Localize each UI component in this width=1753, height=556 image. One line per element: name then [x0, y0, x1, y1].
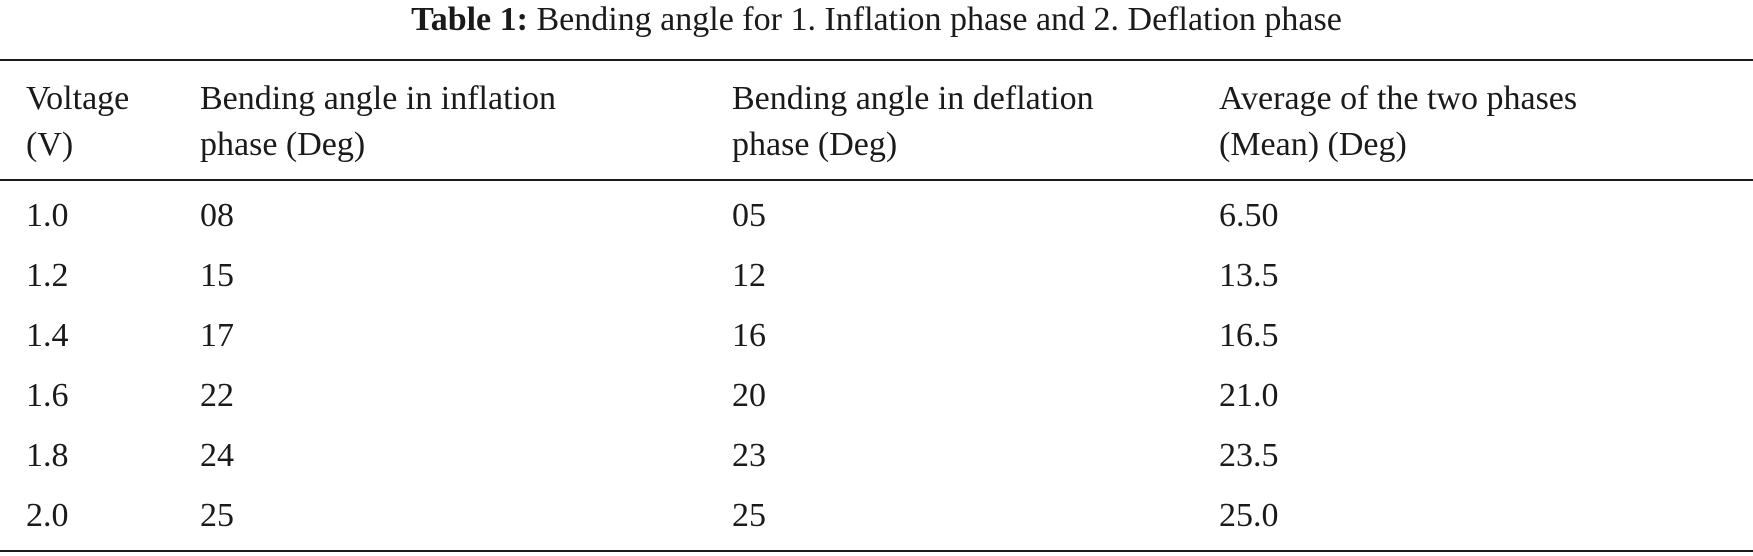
table-caption: Table 1: Bending angle for 1. Inflation …: [0, 0, 1753, 46]
cell-inflation: 24: [200, 437, 234, 474]
cell-voltage: 1.4: [26, 317, 69, 354]
header-line: (Mean) (Deg): [1219, 126, 1407, 163]
cell-average: 13.5: [1219, 257, 1279, 294]
header-deflation-angle: Bending angle in deflation phase (Deg): [732, 76, 1094, 168]
cell-average: 16.5: [1219, 317, 1279, 354]
bottom-rule: [0, 550, 1753, 552]
cell-average: 6.50: [1219, 197, 1279, 234]
cell-deflation: 12: [732, 257, 766, 294]
cell-average: 23.5: [1219, 437, 1279, 474]
caption-label: Table 1:: [411, 1, 528, 38]
header-line: Bending angle in deflation: [732, 80, 1094, 117]
top-rule: [0, 59, 1753, 61]
cell-inflation: 08: [200, 197, 234, 234]
header-rule: [0, 179, 1753, 181]
cell-inflation: 17: [200, 317, 234, 354]
cell-deflation: 25: [732, 497, 766, 534]
header-inflation-angle: Bending angle in inflation phase (Deg): [200, 76, 556, 168]
cell-inflation: 25: [200, 497, 234, 534]
cell-inflation: 15: [200, 257, 234, 294]
header-line: (V): [26, 126, 74, 163]
header-line: Bending angle in inflation: [200, 80, 556, 117]
caption-text: Bending angle for 1. Inflation phase and…: [536, 1, 1342, 38]
header-line: Average of the two phases: [1219, 80, 1578, 117]
header-line: phase (Deg): [200, 126, 366, 163]
header-line: phase (Deg): [732, 126, 898, 163]
cell-average: 25.0: [1219, 497, 1279, 534]
cell-deflation: 20: [732, 377, 766, 414]
cell-average: 21.0: [1219, 377, 1279, 414]
header-voltage: Voltage (V): [26, 76, 129, 168]
cell-deflation: 23: [732, 437, 766, 474]
header-average: Average of the two phases (Mean) (Deg): [1219, 76, 1577, 168]
cell-voltage: 2.0: [26, 497, 69, 534]
cell-voltage: 1.6: [26, 377, 69, 414]
header-line: Voltage: [26, 80, 130, 117]
cell-deflation: 16: [732, 317, 766, 354]
cell-deflation: 05: [732, 197, 766, 234]
cell-voltage: 1.2: [26, 257, 69, 294]
cell-voltage: 1.0: [26, 197, 69, 234]
cell-inflation: 22: [200, 377, 234, 414]
cell-voltage: 1.8: [26, 437, 69, 474]
